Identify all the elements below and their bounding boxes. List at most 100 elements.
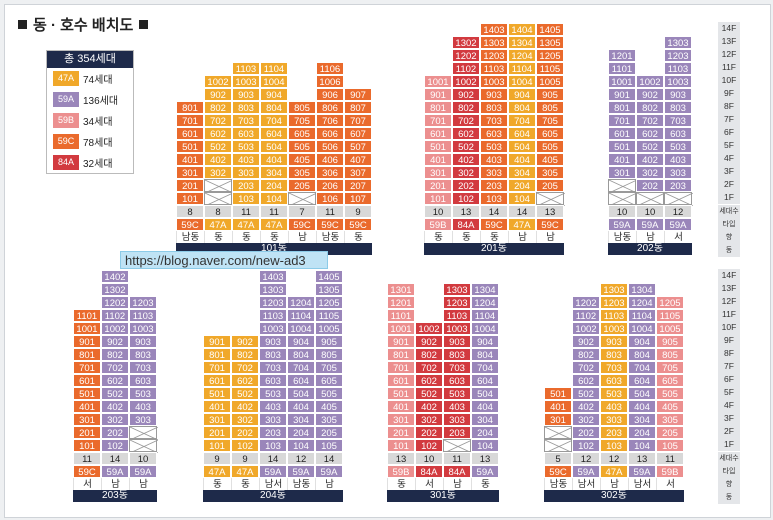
unit-cell: 401 (424, 153, 452, 166)
unit-cell: 201 (73, 426, 101, 439)
unit-cell: 302 (231, 413, 259, 426)
unit-type: 59A (129, 465, 157, 478)
unit-direction: 동 (471, 478, 499, 491)
unit-direction: 남서 (628, 478, 656, 491)
unit-type: 59A (608, 218, 636, 231)
row-label: 세대수 (718, 452, 740, 466)
unit-cell: 1002 (636, 75, 664, 88)
floor-label: 11F (718, 61, 740, 75)
unit-type: 59A (259, 465, 287, 478)
unit-cell: 504 (628, 387, 656, 400)
unit-cell: 1105 (315, 309, 343, 322)
unit-direction: 서 (73, 478, 101, 491)
unit-count: 11 (73, 452, 101, 465)
unit-cell: 801 (387, 348, 415, 361)
unit-cell: 501 (544, 387, 572, 400)
unit-cell: 303 (600, 413, 628, 426)
unit-cell: 303 (480, 166, 508, 179)
unit-cell: 303 (664, 166, 692, 179)
unit-cell: 204 (471, 426, 499, 439)
unit-cell: 104 (508, 192, 536, 205)
unit-cell: 301 (424, 166, 452, 179)
unit-cell: 207 (344, 179, 372, 192)
unit-cell: 101 (73, 439, 101, 452)
unit-type: 47A (260, 218, 288, 231)
unit-count: 8 (176, 205, 204, 218)
unit-void (443, 439, 472, 453)
unit-cell: 103 (600, 439, 628, 452)
unit-cell: 1205 (315, 296, 343, 309)
unit-cell: 502 (231, 387, 259, 400)
unit-cell: 202 (572, 426, 600, 439)
unit-cell: 806 (316, 101, 344, 114)
legend-swatch: 59A (53, 92, 79, 107)
unit-cell: 906 (316, 88, 344, 101)
unit-cell: 401 (176, 153, 204, 166)
unit-cell: 606 (316, 127, 344, 140)
unit-cell: 504 (471, 387, 499, 400)
unit-cell: 505 (536, 140, 564, 153)
unit-cell: 1203 (443, 296, 471, 309)
unit-cell: 1301 (387, 283, 415, 296)
unit-count: 9 (231, 452, 259, 465)
legend-swatch: 47A (53, 71, 79, 86)
unit-cell: 404 (628, 400, 656, 413)
unit-cell: 305 (536, 166, 564, 179)
unit-void (544, 426, 573, 440)
unit-direction: 동 (452, 231, 480, 244)
legend-total: 총 354세대 (47, 51, 133, 68)
unit-direction: 동 (231, 478, 259, 491)
unit-cell: 1202 (452, 49, 480, 62)
unit-cell: 302 (101, 413, 129, 426)
unit-cell: 402 (415, 400, 443, 413)
unit-cell: 107 (344, 192, 372, 205)
unit-cell: 303 (443, 413, 471, 426)
unit-cell: 702 (231, 361, 259, 374)
unit-count: 10 (415, 452, 443, 465)
legend-item: 84A 32세대 (47, 152, 133, 173)
unit-cell: 402 (452, 153, 480, 166)
unit-cell: 1106 (316, 62, 344, 75)
legend-count: 32세대 (83, 159, 113, 170)
unit-count: 13 (471, 452, 499, 465)
unit-cell: 1002 (415, 322, 443, 335)
unit-direction: 남 (508, 231, 536, 244)
unit-count: 11 (232, 205, 260, 218)
unit-cell: 203 (232, 179, 260, 192)
unit-type: 84A (452, 218, 480, 231)
unit-count: 7 (288, 205, 316, 218)
floor-label: 8F (718, 347, 740, 361)
unit-cell: 201 (176, 179, 204, 192)
unit-cell: 603 (443, 374, 471, 387)
unit-cell: 203 (443, 426, 471, 439)
unit-direction: 남 (536, 231, 564, 244)
unit-cell: 1003 (129, 322, 157, 335)
unit-count: 9 (344, 205, 372, 218)
unit-cell: 1305 (315, 283, 343, 296)
unit-cell: 704 (260, 114, 288, 127)
unit-cell: 503 (664, 140, 692, 153)
unit-cell: 604 (628, 374, 656, 387)
unit-cell: 502 (204, 140, 232, 153)
floor-label: 10F (718, 321, 740, 335)
building-name-bar: 203동 (73, 490, 157, 502)
unit-cell: 602 (572, 374, 600, 387)
floor-label: 1F (718, 191, 740, 205)
unit-cell: 1302 (101, 283, 129, 296)
unit-count: 14 (101, 452, 129, 465)
unit-cell: 1103 (480, 62, 508, 75)
unit-cell: 703 (232, 114, 260, 127)
unit-cell: 503 (600, 387, 628, 400)
unit-cell: 404 (287, 400, 315, 413)
unit-cell: 1005 (656, 322, 684, 335)
unit-cell: 801 (424, 101, 452, 114)
unit-cell: 703 (600, 361, 628, 374)
unit-cell: 402 (231, 400, 259, 413)
floor-label: 2F (718, 178, 740, 192)
unit-cell: 507 (344, 140, 372, 153)
unit-cell: 1303 (259, 283, 287, 296)
unit-cell: 1006 (316, 75, 344, 88)
unit-cell: 103 (232, 192, 260, 205)
unit-cell: 602 (636, 127, 664, 140)
unit-cell: 501 (608, 140, 636, 153)
